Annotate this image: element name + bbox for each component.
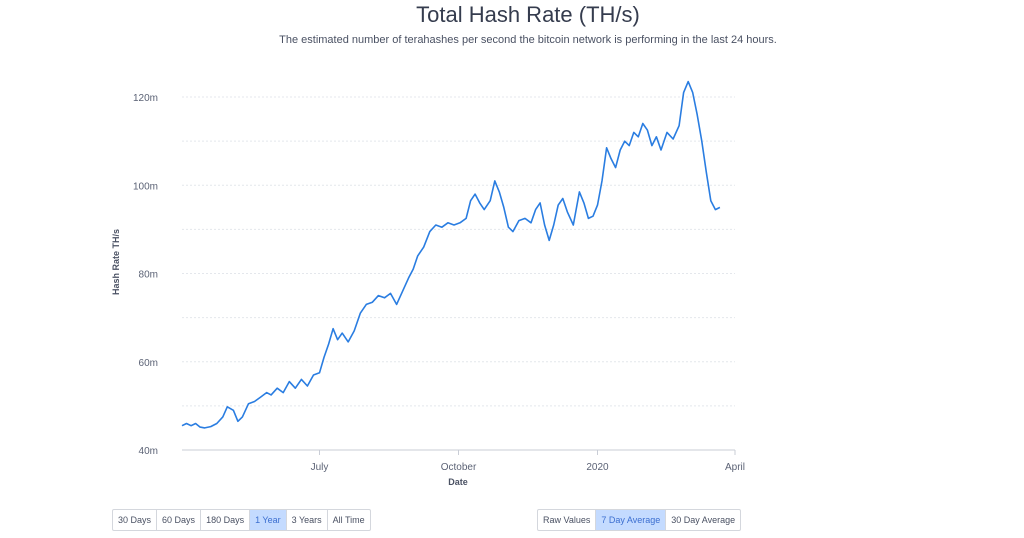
average-button-group: Raw Values 7 Day Average 30 Day Average bbox=[537, 509, 742, 531]
timespan-button-3-years[interactable]: 3 Years bbox=[287, 510, 328, 530]
chart-series bbox=[181, 80, 721, 429]
timespan-button-180-days[interactable]: 180 Days bbox=[201, 510, 251, 530]
hash-rate-series-line bbox=[181, 80, 721, 429]
average-button-30-day-average[interactable]: 30 Day Average bbox=[671, 515, 736, 525]
x-axis-title: Date bbox=[448, 477, 468, 487]
average-button-raw-values[interactable]: Raw Values bbox=[538, 510, 597, 530]
page-subtitle: The estimated number of terahashes per s… bbox=[279, 34, 777, 46]
timespan-button-30-days[interactable]: 30 Days bbox=[113, 510, 158, 530]
y-tick-label: 120m bbox=[133, 93, 158, 104]
y-tick-label: 60m bbox=[139, 358, 158, 369]
y-tick-label: 40m bbox=[139, 446, 158, 457]
x-tick-label: 2020 bbox=[586, 462, 609, 473]
x-tick-label: July bbox=[311, 462, 329, 473]
x-tick-label: October bbox=[441, 462, 477, 473]
x-axis: July October 2020 April bbox=[182, 449, 745, 473]
timespan-button-group: 30 Days 60 Days 180 Days 1 Year 3 Years All T… bbox=[112, 509, 371, 531]
x-tick-label: April bbox=[725, 462, 745, 473]
y-tick-label: 100m bbox=[133, 181, 158, 192]
page-title: Total Hash Rate (TH/s) bbox=[416, 2, 640, 27]
timespan-button-1-year[interactable]: 1 Year bbox=[250, 510, 287, 530]
timespan-button-60-days[interactable]: 60 Days bbox=[157, 510, 202, 530]
y-axis-title: Hash Rate TH/s bbox=[111, 229, 121, 295]
timespan-button-all-time[interactable]: All Time bbox=[332, 515, 365, 525]
average-button-7-day-average[interactable]: 7 Day Average bbox=[596, 510, 667, 530]
y-axis-ticks: 40m 60m 80m 100m 120m bbox=[133, 93, 158, 457]
chart-grid bbox=[182, 96, 735, 407]
y-tick-label: 80m bbox=[139, 270, 158, 281]
